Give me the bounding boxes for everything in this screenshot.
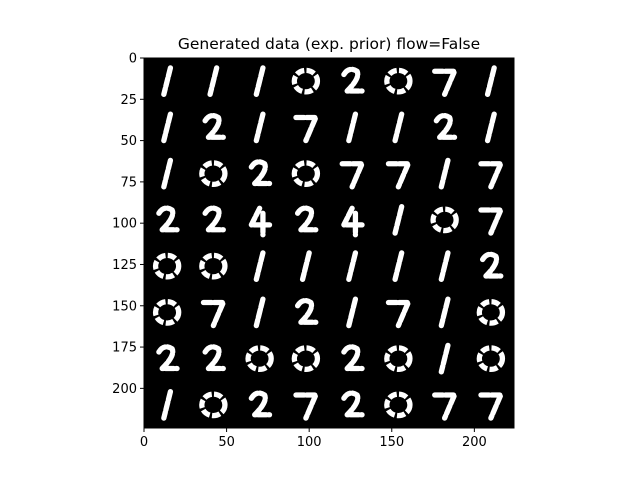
digit-cell-5-4 [346,296,359,329]
digit-cell-0-4 [341,66,365,94]
digit-cell-2-1 [199,160,228,188]
digit-cell-1-5 [392,111,405,144]
digit-cell-0-6 [432,68,458,97]
y-tick-label: 200 [112,382,137,397]
digit-cell-7-0 [161,389,174,421]
digit-cell-3-1 [202,205,226,233]
digit-cell-3-5 [392,204,405,236]
digit-cell-2-3 [291,160,321,188]
digit-cell-4-1 [199,252,228,280]
digit-cell-1-4 [346,111,359,144]
digit-cell-0-5 [384,67,413,95]
digit-cell-7-2 [248,390,273,418]
plot-area [143,57,515,429]
digit-cell-4-4 [346,250,359,282]
digit-cell-1-2 [253,111,266,144]
y-tick-label: 150 [112,299,137,314]
x-axis: 0 50 100 150 200 [140,428,487,450]
digit-cell-4-0 [152,252,182,280]
digit-cell-2-6 [438,157,451,190]
digit-cell-6-2 [245,345,274,373]
digit-cell-6-3 [291,345,321,373]
digit-cell-1-7 [484,111,497,144]
digit-cell-3-7 [478,207,504,236]
digit-cell-1-0 [161,111,174,144]
digit-cell-4-2 [253,250,266,282]
digit-cell-5-6 [438,296,451,329]
y-tick-label: 175 [112,341,137,356]
digit-cell-5-0 [152,298,182,326]
digit-cell-7-4 [341,390,365,418]
digit-cell-4-5 [392,250,405,282]
digit-cell-3-2 [248,205,273,238]
digit-cell-3-0 [156,205,180,233]
digit-cell-6-0 [156,344,180,372]
digit-cell-7-1 [199,391,228,419]
digit-cell-7-7 [478,392,504,421]
digit-cell-5-2 [253,296,266,329]
digit-cell-1-6 [433,112,458,140]
y-axis: 0 25 50 75 100 125 150 175 200 [112,52,144,397]
digit-cell-2-2 [248,159,273,187]
digit-cell-7-5 [384,391,413,419]
digit-cell-4-3 [299,250,312,282]
digit-cell-5-1 [200,299,226,329]
plot-frame [143,57,515,429]
digit-cell-0-1 [207,65,220,97]
y-tick-label: 100 [112,217,137,232]
digit-cell-6-1 [202,344,226,372]
x-tick-label: 200 [462,435,487,450]
digit-cell-3-6 [430,206,459,234]
x-tick-label: 0 [140,435,148,450]
digit-cell-0-0 [161,65,174,97]
digit-cell-2-5 [385,161,411,190]
x-tick-label: 100 [297,435,322,450]
y-tick-label: 50 [120,134,137,149]
y-tick-label: 125 [112,258,137,273]
digit-cell-0-7 [484,65,497,97]
plot-background [144,58,514,428]
digit-cell-2-0 [161,157,174,190]
digit-cell-5-7 [476,298,506,326]
y-tick-label: 25 [120,93,137,108]
digit-cell-1-3 [293,114,319,144]
y-tick-label: 75 [120,175,137,190]
digit-cell-6-7 [476,345,506,373]
digit-cell-6-5 [384,345,413,373]
digit-cell-3-3 [294,205,319,233]
digit-cell-4-7 [479,251,504,279]
y-tick-label: 0 [129,52,137,67]
x-tick-label: 50 [218,435,235,450]
x-tick-label: 150 [379,435,404,450]
digit-cell-2-4 [339,161,365,190]
digit-cell-4-6 [438,250,451,282]
digit-cell-7-3 [293,392,319,421]
chart-title: Generated data (exp. prior) flow=False [178,35,480,53]
digit-cell-0-3 [291,67,321,95]
digit-cell-1-1 [202,112,226,140]
digit-cell-6-6 [438,342,451,375]
digit-cell-2-7 [478,161,504,190]
digit-cell-7-6 [432,392,458,421]
digit-cell-5-3 [294,297,319,325]
digit-cell-0-2 [253,65,266,97]
digit-cell-3-4 [341,205,365,238]
digit-cell-5-5 [385,299,411,329]
digit-cell-6-4 [341,344,365,372]
